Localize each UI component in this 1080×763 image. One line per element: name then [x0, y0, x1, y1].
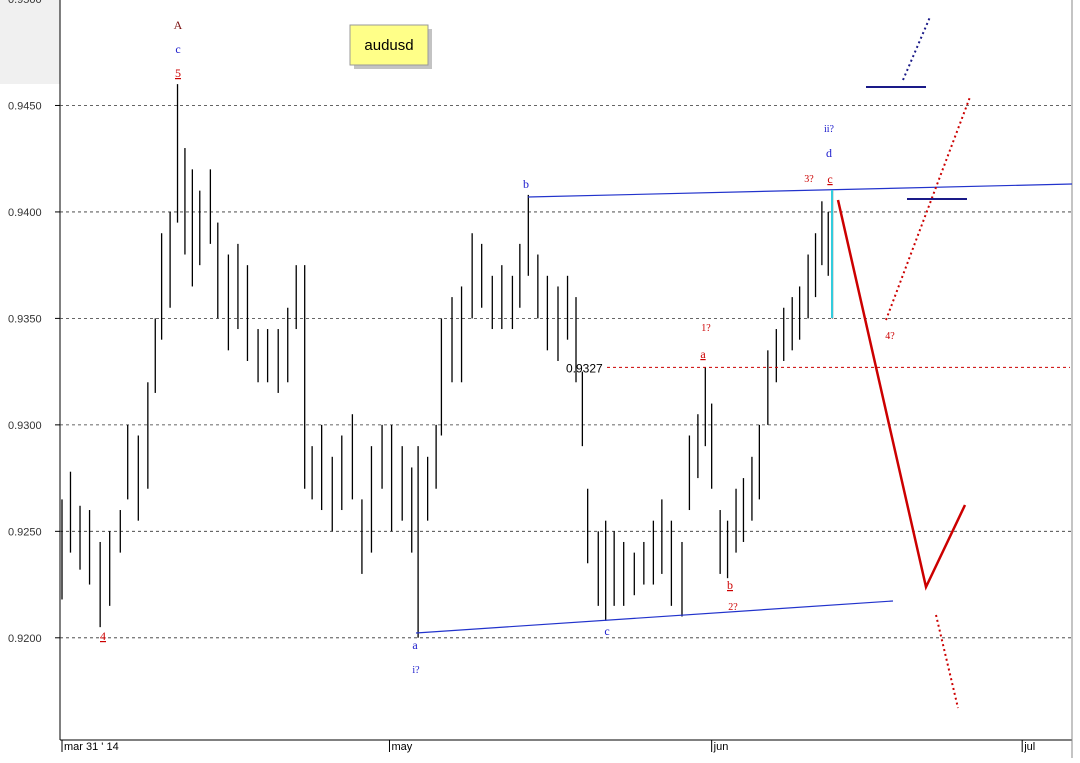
y-tick-label: 0.9300	[8, 420, 42, 432]
annotation: 3?	[804, 174, 814, 185]
trend-line	[527, 183, 1073, 198]
annotation: c	[175, 42, 180, 56]
annotation: 4	[100, 629, 106, 643]
annotation: a	[412, 638, 418, 652]
annotation: b	[727, 578, 733, 592]
annotation: c	[827, 172, 832, 186]
projection-dotted	[935, 614, 959, 709]
projection-line	[836, 199, 967, 591]
annotation: 4?	[885, 331, 895, 342]
symbol-box	[349, 24, 429, 66]
annotation: 1?	[701, 323, 711, 334]
symbol: audusd	[364, 37, 413, 54]
axis-shade	[0, 0, 60, 84]
annotation: ii?	[824, 124, 835, 135]
annotation: 2?	[728, 602, 738, 613]
x-tick-label: jul	[1023, 741, 1035, 753]
x-tick-label: may	[391, 741, 412, 753]
y-tick-label: 0.9450	[8, 100, 42, 112]
x-tick-label: mar 31 ' 14	[64, 741, 119, 753]
y-tick-label: 0.9500	[8, 0, 42, 6]
annotation: a	[700, 347, 706, 361]
annotation: A	[174, 18, 183, 32]
annotation: b	[523, 177, 529, 191]
annotation: i?	[412, 665, 420, 676]
level-label: 0.9327	[566, 361, 603, 375]
projection-dotted	[902, 16, 931, 81]
x-tick-label: jun	[713, 741, 729, 753]
annotation: c	[604, 624, 609, 638]
annotation: 5	[175, 66, 181, 80]
y-tick-label: 0.9400	[8, 207, 42, 219]
trend-line	[415, 600, 894, 634]
annotation: d	[826, 146, 832, 160]
y-tick-label: 0.9250	[8, 526, 42, 538]
y-tick-label: 0.9350	[8, 313, 42, 325]
y-tick-label: 0.9200	[8, 633, 42, 645]
